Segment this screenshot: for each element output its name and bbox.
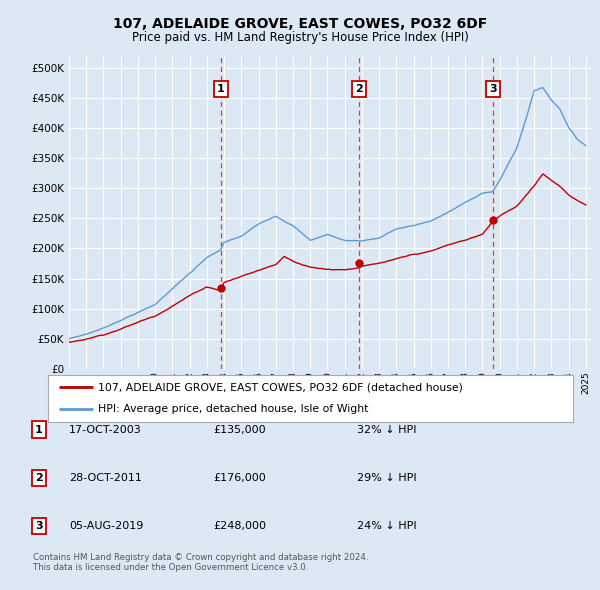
Text: 32% ↓ HPI: 32% ↓ HPI <box>357 425 416 434</box>
Text: £176,000: £176,000 <box>213 473 266 483</box>
Text: 2: 2 <box>35 473 43 483</box>
Text: 3: 3 <box>489 84 496 94</box>
Text: Price paid vs. HM Land Registry's House Price Index (HPI): Price paid vs. HM Land Registry's House … <box>131 31 469 44</box>
Text: 107, ADELAIDE GROVE, EAST COWES, PO32 6DF: 107, ADELAIDE GROVE, EAST COWES, PO32 6D… <box>113 17 487 31</box>
Text: 17-OCT-2003: 17-OCT-2003 <box>69 425 142 434</box>
Text: 29% ↓ HPI: 29% ↓ HPI <box>357 473 416 483</box>
Text: 28-OCT-2011: 28-OCT-2011 <box>69 473 142 483</box>
Text: 05-AUG-2019: 05-AUG-2019 <box>69 522 143 531</box>
Text: 3: 3 <box>35 522 43 531</box>
Text: 107, ADELAIDE GROVE, EAST COWES, PO32 6DF (detached house): 107, ADELAIDE GROVE, EAST COWES, PO32 6D… <box>98 382 463 392</box>
Text: £248,000: £248,000 <box>213 522 266 531</box>
Text: 2: 2 <box>355 84 363 94</box>
Text: Contains HM Land Registry data © Crown copyright and database right 2024.: Contains HM Land Registry data © Crown c… <box>33 553 368 562</box>
Text: This data is licensed under the Open Government Licence v3.0.: This data is licensed under the Open Gov… <box>33 563 308 572</box>
Text: £135,000: £135,000 <box>213 425 266 434</box>
Text: 24% ↓ HPI: 24% ↓ HPI <box>357 522 416 531</box>
Text: HPI: Average price, detached house, Isle of Wight: HPI: Average price, detached house, Isle… <box>98 404 368 414</box>
Text: 1: 1 <box>217 84 224 94</box>
Text: 1: 1 <box>35 425 43 434</box>
